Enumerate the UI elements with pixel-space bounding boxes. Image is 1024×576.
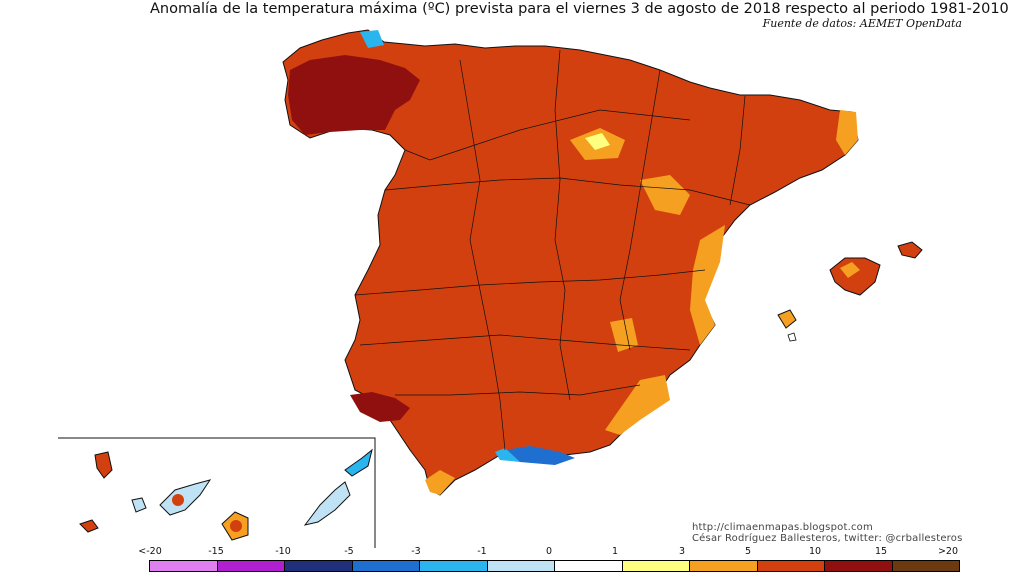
la-gomera — [131, 497, 147, 513]
credit-author: César Rodríguez Ballesteros, twitter: @c… — [692, 533, 963, 544]
legend-labels: <-20 -15 -10 -5 -3 -1 0 1 3 5 10 15 >20 — [0, 546, 1024, 560]
legend-color-bar — [149, 560, 960, 572]
cadiz-warm — [425, 470, 455, 495]
lanzarote — [344, 448, 373, 477]
southeast-warm — [605, 375, 670, 435]
legend-swatch — [419, 560, 488, 572]
galicia-hot-zone — [288, 55, 420, 135]
legend-tick: <-20 — [138, 546, 162, 557]
formentera — [787, 332, 797, 342]
legend-tick: -5 — [344, 546, 354, 557]
legend-swatch — [284, 560, 353, 572]
legend-swatch — [149, 560, 218, 572]
la-palma — [94, 451, 113, 479]
legend-swatch — [554, 560, 623, 572]
mallorca-warm — [840, 262, 860, 278]
legend-swatch — [689, 560, 758, 572]
levante-warm — [690, 225, 725, 345]
legend-swatch — [351, 560, 420, 572]
iberian-system-mild — [585, 133, 610, 150]
legend-swatch — [824, 560, 893, 572]
legend-tick: -10 — [275, 546, 291, 557]
credit-url: http://climaenmapas.blogspot.com — [692, 522, 873, 533]
ebro-warm — [640, 175, 690, 215]
legend-tick: -1 — [477, 546, 487, 557]
alboran-cold-coast — [505, 446, 575, 465]
legend-tick: -3 — [411, 546, 421, 557]
legend-tick: >20 — [937, 546, 959, 557]
el-hierro — [79, 519, 99, 533]
data-source: Fuente de datos: AEMET OpenData — [762, 17, 962, 30]
legend-tick: 0 — [545, 546, 553, 557]
legend-swatch — [891, 560, 960, 572]
legend-tick: 5 — [744, 546, 752, 557]
legend-swatch — [621, 560, 690, 572]
legend-tick: 15 — [874, 546, 888, 557]
cantabric-cool-spot — [360, 30, 384, 48]
map-title: Anomalía de la temperatura máxima (ºC) p… — [150, 1, 1009, 17]
algarve-hot-zone — [350, 392, 410, 422]
tenerife — [159, 479, 212, 516]
legend-swatch — [216, 560, 285, 572]
mallorca — [829, 257, 881, 296]
fuerteventura — [303, 481, 351, 526]
alboran-cool-coast — [495, 448, 520, 462]
menorca — [897, 241, 923, 259]
mancha-warm — [610, 318, 638, 352]
canary-islands-inset — [58, 437, 376, 548]
ibiza — [777, 309, 797, 329]
legend-tick: 3 — [678, 546, 686, 557]
legend-tick: -15 — [208, 546, 224, 557]
province-borders — [354, 49, 751, 451]
legend-tick: 10 — [808, 546, 822, 557]
gran-canaria-hot-spot — [230, 520, 242, 532]
iberian-peninsula — [282, 29, 859, 496]
teide-hot-spot — [172, 494, 184, 506]
catalonia-coast-warm — [836, 110, 858, 155]
legend-swatch — [486, 560, 555, 572]
legend-swatch — [756, 560, 825, 572]
legend-tick: 1 — [611, 546, 619, 557]
